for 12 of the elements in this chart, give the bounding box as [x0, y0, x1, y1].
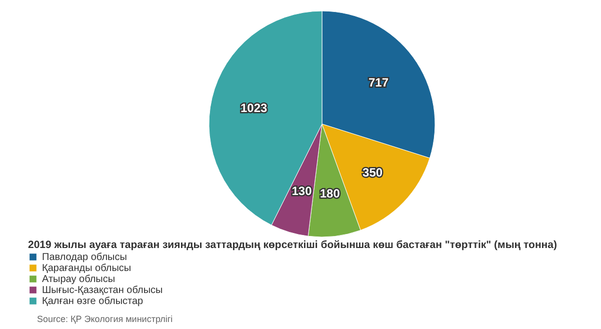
data-label: 717 — [368, 76, 389, 90]
legend-label: Қарағанды облысы — [42, 263, 132, 274]
legend-label: Атырау облысы — [42, 274, 116, 285]
legend-label: Шығыс-Қазақстан облысы — [42, 285, 163, 296]
legend-label: Қалған өзге облыстар — [42, 296, 144, 307]
data-label: 350 — [362, 165, 383, 180]
data-label: 1023 — [240, 100, 268, 115]
legend-label: Павлодар облысы — [42, 252, 127, 263]
source-note: Source: ҚР Экология министрлігі — [37, 314, 173, 324]
data-label: 180 — [320, 186, 340, 201]
text: 2019 жылы ауаға тараған зиянды заттардың көрсеткіші бойынша көш бастаған "төрттік" (мың тонна) — [28, 239, 557, 251]
data-label: 130 — [292, 184, 312, 198]
